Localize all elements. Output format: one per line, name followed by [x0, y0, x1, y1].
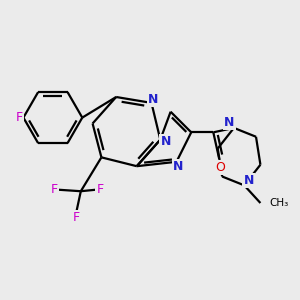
Text: O: O	[216, 161, 226, 174]
Text: F: F	[73, 211, 80, 224]
Text: N: N	[224, 116, 235, 129]
Text: CH₃: CH₃	[269, 198, 289, 208]
Text: F: F	[15, 111, 22, 124]
Text: N: N	[173, 160, 183, 173]
Text: N: N	[148, 93, 158, 106]
Text: N: N	[160, 135, 171, 148]
Text: N: N	[244, 174, 254, 188]
Text: F: F	[51, 183, 58, 196]
Text: F: F	[96, 183, 103, 196]
